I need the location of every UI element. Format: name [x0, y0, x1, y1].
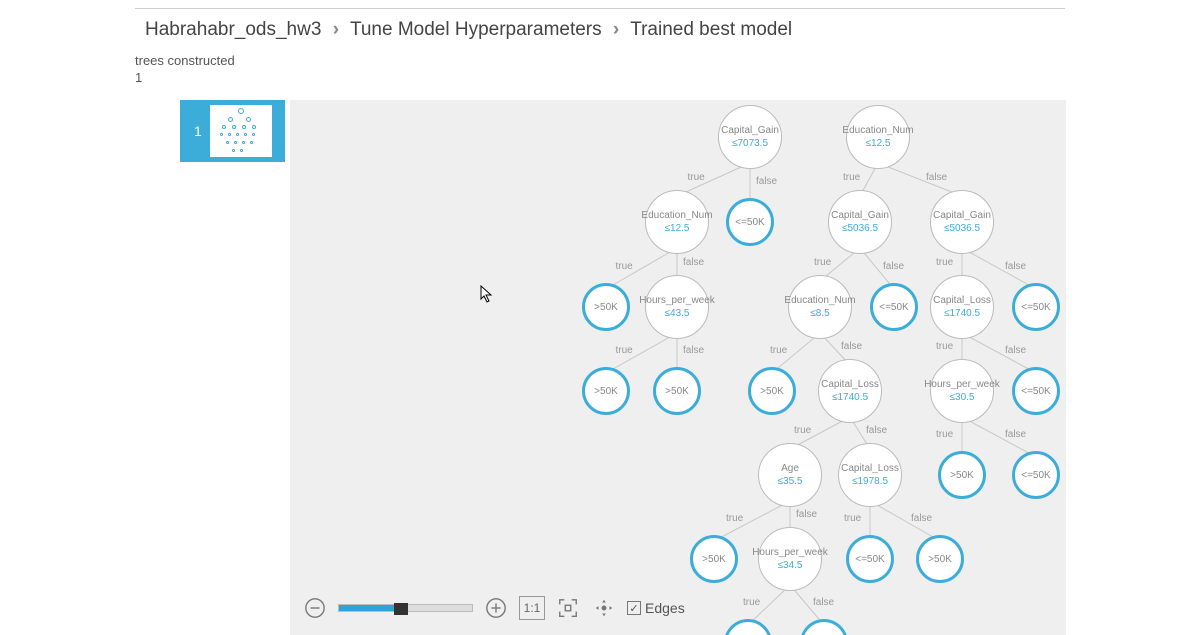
slider-fill [339, 605, 394, 611]
edge-label: true [814, 257, 831, 268]
edge-label: false [883, 261, 904, 272]
leaf-node[interactable]: >50K [582, 367, 630, 415]
edge-label: true [616, 261, 633, 272]
canvas-toolbar: 1:1 ✓ Edges [302, 595, 685, 621]
edge-label: true [794, 425, 811, 436]
fit-screen-button[interactable] [555, 595, 581, 621]
crumb-output: Trained best model [630, 19, 792, 40]
leaf-node[interactable] [724, 619, 772, 635]
split-node[interactable]: Capital_Gain≤5036.5 [828, 190, 892, 254]
leaf-node[interactable]: <=50K [846, 535, 894, 583]
edge-label: false [813, 597, 834, 608]
actual-size-button[interactable]: 1:1 [519, 596, 545, 620]
edges-checkbox[interactable]: ✓ Edges [627, 600, 685, 616]
edge-label: false [796, 509, 817, 520]
edge-label: false [1005, 345, 1026, 356]
edge-label: true [743, 597, 760, 608]
leaf-node[interactable]: <=50K [1012, 367, 1060, 415]
edge-label: false [926, 172, 947, 183]
split-node[interactable]: Education_Num≤8.5 [788, 275, 852, 339]
edge-label: false [841, 341, 862, 352]
edge-label: false [911, 513, 932, 524]
edge-label: false [866, 425, 887, 436]
split-node[interactable]: Capital_Loss≤1740.5 [930, 275, 994, 339]
split-node[interactable]: Education_Num≤12.5 [645, 190, 709, 254]
edge-label: true [726, 513, 743, 524]
stats-label: trees constructed [125, 49, 1200, 70]
edge-label: false [683, 345, 704, 356]
chevron-icon: › [333, 19, 339, 40]
split-node[interactable]: Education_Num≤12.5 [846, 105, 910, 169]
edge-label: false [756, 176, 777, 187]
edge-label: true [616, 345, 633, 356]
edge-label: true [843, 172, 860, 183]
split-node[interactable]: Capital_Gain≤5036.5 [930, 190, 994, 254]
leaf-node[interactable]: >50K [748, 367, 796, 415]
leaf-node[interactable]: >50K [653, 367, 701, 415]
checkmark-icon: ✓ [627, 601, 641, 615]
edge-label: true [936, 341, 953, 352]
chevron-icon: › [613, 19, 619, 40]
split-node[interactable]: Hours_per_week≤43.5 [645, 275, 709, 339]
cursor-icon [480, 285, 496, 305]
split-node[interactable]: Capital_Loss≤1978.5 [838, 443, 902, 507]
leaf-node[interactable]: >50K [916, 535, 964, 583]
tree-thumbnail[interactable]: 1 [180, 100, 285, 162]
zoom-out-button[interactable] [302, 595, 328, 621]
leaf-node[interactable]: >50K [582, 283, 630, 331]
leaf-node[interactable] [800, 619, 848, 635]
split-node[interactable]: Hours_per_week≤34.5 [758, 527, 822, 591]
edge-label: true [770, 345, 787, 356]
edge-label: true [936, 257, 953, 268]
split-node[interactable]: Capital_Loss≤1740.5 [818, 359, 882, 423]
leaf-node[interactable]: >50K [938, 451, 986, 499]
zoom-in-button[interactable] [483, 595, 509, 621]
edge-label: true [936, 429, 953, 440]
edge-label: true [844, 513, 861, 524]
pan-button[interactable] [591, 595, 617, 621]
breadcrumb: Habrahabr_ods_hw3 › Tune Model Hyperpara… [135, 9, 1200, 49]
leaf-node[interactable]: <=50K [726, 198, 774, 246]
leaf-node[interactable]: <=50K [870, 283, 918, 331]
zoom-slider[interactable] [338, 604, 473, 612]
thumbnail-number: 1 [194, 123, 202, 139]
split-node[interactable]: Capital_Gain≤7073.5 [718, 105, 782, 169]
edges-label: Edges [645, 600, 685, 616]
split-node[interactable]: Hours_per_week≤30.5 [930, 359, 994, 423]
tree-canvas[interactable]: Capital_Gain≤7073.5Education_Num≤12.5Edu… [290, 100, 1066, 635]
stats-value: 1 [125, 70, 1200, 85]
crumb-module[interactable]: Tune Model Hyperparameters [350, 19, 602, 40]
leaf-node[interactable]: >50K [690, 535, 738, 583]
edge-label: false [683, 257, 704, 268]
leaf-node[interactable]: <=50K [1012, 283, 1060, 331]
slider-handle[interactable] [394, 603, 408, 615]
edge-label: true [688, 172, 705, 183]
edge-label: false [1005, 429, 1026, 440]
split-node[interactable]: Age≤35.5 [758, 443, 822, 507]
crumb-root[interactable]: Habrahabr_ods_hw3 [145, 19, 321, 40]
edge-label: false [1005, 261, 1026, 272]
leaf-node[interactable]: <=50K [1012, 451, 1060, 499]
thumbnail-preview [210, 105, 272, 157]
